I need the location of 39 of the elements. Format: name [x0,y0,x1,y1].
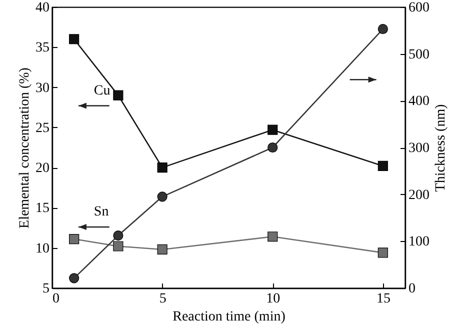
y2-tick-label: 400 [408,94,430,110]
y-tick-label: 10 [36,241,50,256]
y2-tick-label: 200 [408,188,430,203]
point [268,142,278,153]
series-label: Sn [94,204,109,220]
y-tick-label: 30 [36,80,50,96]
y2-tick-label: 600 [408,0,430,16]
y2-tick-label: 100 [408,234,430,250]
point [378,24,388,34]
series-label: Cu [94,83,110,98]
point [157,244,168,255]
point [69,234,80,244]
y-tick-label: 5 [42,282,50,296]
y2-axis-title: Thickness (nm) [434,104,448,192]
y-tick-label: 25 [36,120,50,136]
point [113,230,124,241]
point [378,160,388,172]
y2-tick-label: 300 [408,141,430,156]
point [113,241,124,252]
x-tick-label: 0 [52,292,60,306]
x-tick-label: 15 [376,292,390,306]
point [378,248,388,258]
y-tick-label: 15 [36,201,50,216]
x-axis-title: Reaction time (min) [172,310,286,324]
y2-tick-label: 500 [408,47,430,62]
point [268,232,278,242]
y-tick-label: 20 [36,161,50,176]
point [268,124,278,135]
y-axis-title: Elemental concentration (%) [18,67,32,228]
point [113,90,124,100]
point [157,162,168,173]
x-tick-label: 10 [266,292,280,306]
y-tick-label: 35 [36,40,50,56]
x-tick-label: 5 [159,292,166,306]
point [69,34,80,44]
y-tick-label: 40 [36,0,50,16]
y2-tick-label: 0 [408,282,416,296]
point [157,192,168,202]
point [69,273,80,284]
